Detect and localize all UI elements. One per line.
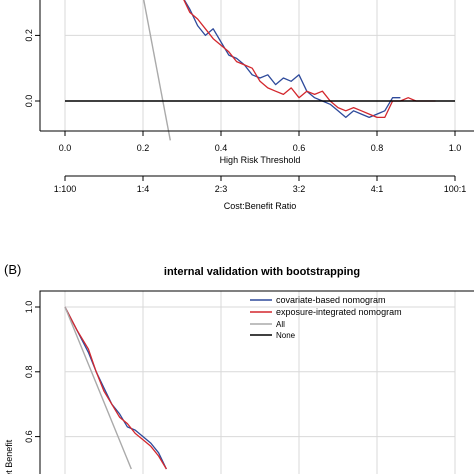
legend-label: covariate-based nomogram — [276, 295, 386, 305]
x-tick-label: 0.0 — [59, 143, 72, 153]
series-line-0 — [183, 0, 401, 119]
x-tick-label: 0.4 — [215, 143, 228, 153]
secondary-tick-label: 100:1 — [444, 184, 467, 194]
secondary-tick-label: 1:4 — [137, 184, 150, 194]
legend-label: None — [276, 331, 296, 340]
series-line-1 — [64, 306, 167, 470]
legend-label: exposure-integrated nomogram — [276, 307, 402, 317]
y-tick-label: 1.0 — [24, 301, 34, 314]
y-tick-label: 0.6 — [24, 430, 34, 443]
series-line-1 — [183, 0, 436, 119]
legend-label: All — [276, 320, 285, 329]
secondary-axis-label: Cost:Benefit Ratio — [224, 201, 297, 211]
series-line-0 — [64, 306, 167, 470]
x-tick-label: 1.0 — [449, 143, 462, 153]
panel-b-decision-curve: (B) internal validation with bootstrappin… — [4, 262, 474, 474]
secondary-tick-label: 4:1 — [371, 184, 384, 194]
y-axis-label: Net Benefit — [4, 439, 14, 474]
x-tick-label: 0.6 — [293, 143, 306, 153]
secondary-tick-label: 3:2 — [293, 184, 306, 194]
panel-a-decision-curve: 0.0 0.2 0.0 0.2 0.4 0.6 0.8 1.0 High Risk Thresh… — [24, 0, 474, 211]
y-tick-label: 0.0 — [24, 95, 34, 108]
chart-title: internal validation with bootstrapping — [164, 266, 360, 278]
plot-frame — [39, 290, 474, 474]
series-line-2 — [143, 0, 171, 141]
x-tick-label: 0.8 — [371, 143, 384, 153]
x-tick-label: 0.2 — [137, 143, 150, 153]
secondary-tick-label: 2:3 — [215, 184, 228, 194]
secondary-tick-label: 1:100 — [54, 184, 77, 194]
x-axis-label: High Risk Threshold — [220, 155, 301, 165]
y-tick-label: 0.2 — [24, 29, 34, 42]
y-tick-label: 0.8 — [24, 366, 34, 379]
panel-label: (B) — [4, 262, 21, 277]
series-line-2 — [64, 306, 132, 470]
